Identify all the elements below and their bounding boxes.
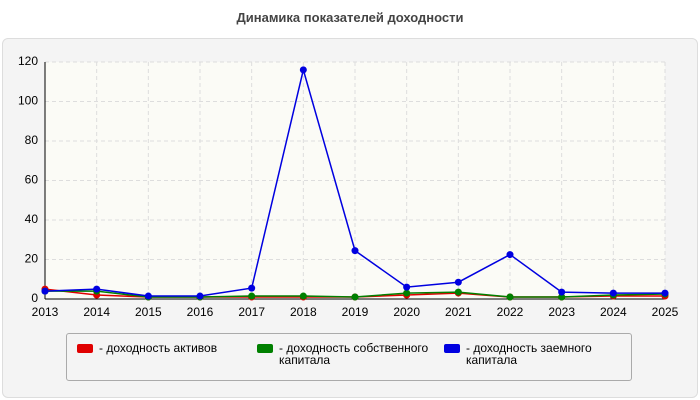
legend: - доходность активов - доходность собстве… bbox=[66, 333, 632, 381]
x-tick-label: 2025 bbox=[652, 305, 679, 319]
data-point bbox=[558, 293, 566, 301]
x-tick-label: 2022 bbox=[497, 305, 524, 319]
y-tick-label: 20 bbox=[25, 252, 39, 266]
legend-label: - доходность активов bbox=[99, 341, 218, 355]
y-tick-label: 0 bbox=[31, 291, 38, 305]
chart-title: Динамика показателей доходности bbox=[236, 10, 464, 25]
data-point bbox=[41, 287, 49, 295]
x-tick-label: 2024 bbox=[600, 305, 627, 319]
legend-entry: - доходность активов bbox=[67, 342, 257, 380]
x-tick-label: 2015 bbox=[135, 305, 162, 319]
data-point bbox=[299, 292, 307, 300]
y-tick-label: 120 bbox=[18, 54, 38, 68]
data-point bbox=[351, 293, 359, 301]
x-tick-label: 2018 bbox=[290, 305, 317, 319]
data-point bbox=[299, 66, 307, 74]
legend-swatch bbox=[77, 344, 93, 353]
legend-entry: - доходность заемного капитала bbox=[444, 342, 631, 380]
x-tick-label: 2013 bbox=[32, 305, 59, 319]
legend-swatch bbox=[444, 344, 460, 353]
x-tick-label: 2019 bbox=[342, 305, 369, 319]
data-point bbox=[661, 289, 669, 297]
x-tick-label: 2014 bbox=[83, 305, 110, 319]
y-tick-label: 100 bbox=[18, 94, 38, 108]
legend-swatch bbox=[257, 344, 273, 353]
data-point bbox=[248, 292, 256, 300]
x-tick-label: 2021 bbox=[445, 305, 472, 319]
x-tick-label: 2016 bbox=[187, 305, 214, 319]
y-tick-label: 60 bbox=[25, 173, 39, 187]
x-tick-label: 2023 bbox=[548, 305, 575, 319]
y-tick-label: 40 bbox=[25, 212, 39, 226]
legend-entry: - доходность собственного капитала bbox=[257, 342, 444, 380]
y-tick-label: 80 bbox=[25, 133, 39, 147]
data-point bbox=[403, 289, 411, 297]
data-point bbox=[506, 251, 514, 259]
data-point bbox=[454, 288, 462, 296]
data-point bbox=[609, 289, 617, 297]
x-tick-label: 2017 bbox=[238, 305, 265, 319]
x-tick-label: 2020 bbox=[393, 305, 420, 319]
data-point bbox=[196, 292, 204, 300]
data-point bbox=[93, 285, 101, 293]
data-point bbox=[351, 247, 359, 255]
data-point bbox=[558, 288, 566, 296]
data-point bbox=[454, 278, 462, 286]
data-point bbox=[403, 283, 411, 291]
legend-label: - доходность заемного капитала bbox=[466, 341, 592, 367]
data-point bbox=[506, 293, 514, 301]
data-point bbox=[248, 284, 256, 292]
legend-label: - доходность собственного капитала bbox=[279, 341, 429, 367]
data-point bbox=[144, 292, 152, 300]
